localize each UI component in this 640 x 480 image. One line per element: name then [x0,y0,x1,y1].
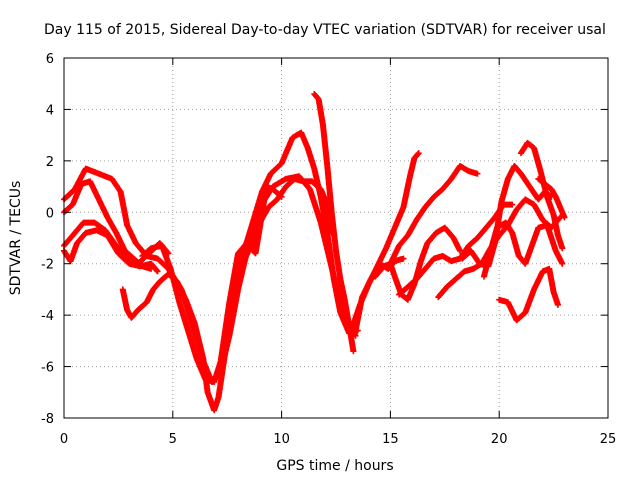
y-tick-label: 0 [46,206,54,221]
data-points [61,91,568,414]
data-point [415,150,422,157]
data-point [457,247,464,254]
x-tick-label: 20 [491,432,508,447]
data-point [559,245,566,252]
data-point [559,260,566,267]
y-tick-label: 2 [46,155,54,170]
data-series [496,265,561,324]
axis-ticks: 0 5 10 15 20 25 -8 -6 -4 -2 0 2 4 6 [41,52,616,447]
data-point [509,201,516,208]
x-tick-label: 0 [60,432,68,447]
data-series [239,175,335,267]
data-point [554,301,561,308]
x-axis-label: GPS time / hours [276,458,393,474]
data-series [535,175,568,221]
data-series [311,91,357,355]
data-series [61,178,155,272]
y-tick-label: -4 [41,309,54,324]
data-point [474,170,481,177]
data-point [153,267,160,274]
chart-title: Day 115 of 2015, Sidereal Day-to-day VTE… [44,22,606,38]
data-series [480,219,566,280]
data-point [350,348,357,355]
y-tick-label: -6 [41,361,54,376]
data-point [154,268,161,275]
y-tick-label: -8 [41,412,54,427]
x-tick-label: 25 [600,432,617,447]
y-tick-label: 6 [46,52,54,67]
y-tick-label: -2 [41,258,54,273]
data-series [387,163,481,267]
y-axis-label: SDTVAR / TECUs [8,181,24,296]
x-tick-label: 15 [382,432,399,447]
x-tick-label: 5 [169,432,177,447]
plot-frame [63,57,609,419]
data-point [414,151,421,158]
data-point [148,265,155,272]
y-tick-label: 4 [46,103,54,118]
data-point [400,255,407,262]
data-point [561,214,568,221]
x-tick-label: 10 [273,432,290,447]
data-series [517,139,566,252]
